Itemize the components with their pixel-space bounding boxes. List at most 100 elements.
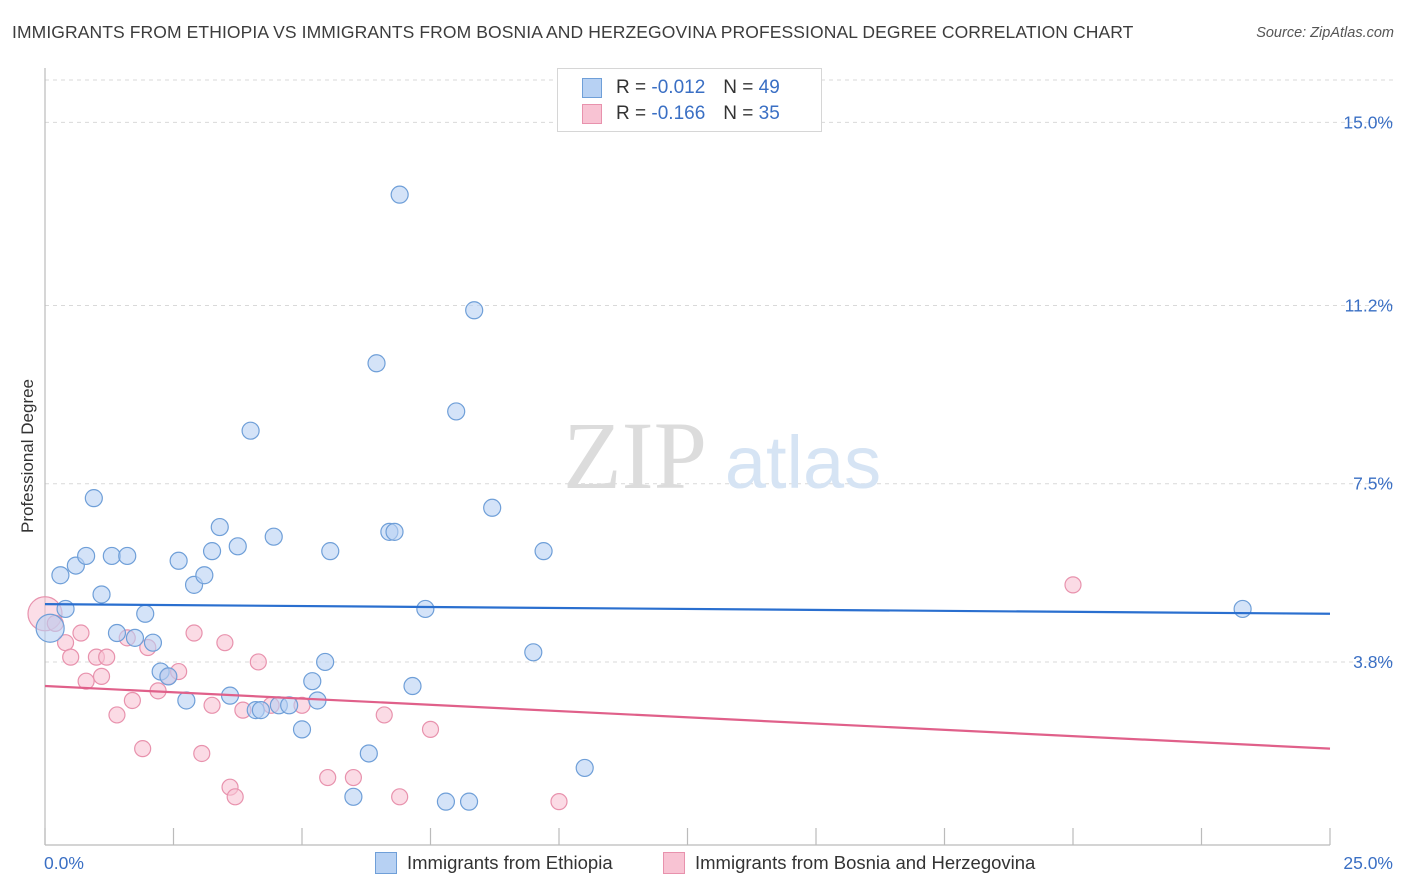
- grid-lines: [45, 79, 1395, 663]
- data-point-ethiopia: [56, 599, 75, 619]
- legend-n-label: N =: [723, 103, 754, 124]
- data-point-bosnia: [108, 706, 126, 724]
- data-point-bosnia: [319, 768, 337, 787]
- data-point-ethiopia: [35, 613, 65, 643]
- bottom-legend-swatch-bosnia: [663, 852, 685, 874]
- data-point-ethiopia: [575, 758, 594, 778]
- data-point-ethiopia: [177, 691, 196, 710]
- data-point-ethiopia: [102, 546, 121, 566]
- y-tick-label: 3.8%: [1353, 652, 1393, 672]
- watermark-zip: ZIP: [563, 402, 707, 509]
- data-point-ethiopia: [303, 672, 322, 691]
- data-point-ethiopia: [77, 546, 96, 566]
- data-point-bosnia: [77, 672, 95, 690]
- data-point-ethiopia: [210, 517, 229, 537]
- data-point-bosnia: [216, 634, 234, 652]
- x-tick-labels: 0.0% 25.0%: [44, 853, 1393, 873]
- data-point-ethiopia: [92, 585, 111, 604]
- data-point-ethiopia: [51, 566, 70, 585]
- data-point-bosnia: [123, 691, 141, 710]
- legend-r-label: R =: [616, 77, 647, 98]
- data-point-bosnia: [62, 648, 80, 666]
- bottom-legend-bosnia: Immigrants from Bosnia and Herzegovina: [663, 852, 1035, 874]
- source-label: Source: ZipAtlas.com: [1256, 25, 1394, 41]
- y-axis-label: Professional Degree: [18, 378, 37, 534]
- data-point-ethiopia: [84, 489, 103, 508]
- legend-row-bosnia: R = -0.166 N = 35: [582, 102, 780, 126]
- data-point-ethiopia: [251, 701, 270, 720]
- data-point-ethiopia: [385, 522, 404, 541]
- data-point-bosnia: [72, 624, 90, 642]
- legend-r-label: R =: [616, 103, 647, 124]
- data-point-ethiopia: [447, 402, 466, 421]
- bottom-legend-ethiopia: Immigrants from Ethiopia: [375, 852, 613, 874]
- axes: [44, 68, 1331, 846]
- data-point-ethiopia: [1233, 599, 1252, 619]
- data-point-ethiopia: [292, 720, 312, 739]
- data-point-ethiopia: [321, 542, 340, 561]
- data-point-ethiopia: [264, 527, 283, 546]
- chart-title: IMMIGRANTS FROM ETHIOPIA VS IMMIGRANTS F…: [12, 22, 1134, 42]
- data-point-ethiopia: [241, 421, 260, 440]
- correlation-legend: R = -0.012 N = 49 R = -0.166 N = 35: [557, 68, 822, 132]
- data-point-ethiopia: [143, 633, 163, 652]
- data-point-ethiopia: [483, 498, 502, 517]
- data-point-ethiopia: [228, 537, 247, 556]
- data-point-bosnia: [249, 653, 267, 671]
- legend-r-value-ethiopia: -0.012: [651, 77, 706, 98]
- watermark-atlas: atlas: [725, 421, 881, 504]
- legend-n-value-bosnia: 35: [758, 103, 780, 124]
- data-point-bosnia: [421, 720, 440, 738]
- legend-swatch-bosnia: [582, 104, 602, 124]
- y-tick-labels: 3.8% 7.5% 11.2% 15.0%: [1343, 112, 1393, 672]
- data-point-ethiopia: [390, 185, 409, 204]
- data-point-ethiopia: [465, 301, 484, 320]
- data-point-ethiopia: [403, 676, 422, 696]
- data-point-ethiopia: [359, 744, 378, 763]
- data-point-bosnia: [185, 624, 203, 642]
- bottom-legend-swatch-ethiopia: [375, 852, 397, 874]
- data-point-ethiopia: [524, 643, 543, 662]
- trendline-ethiopia: [44, 603, 1331, 615]
- y-tick-label: 15.0%: [1343, 112, 1393, 132]
- bottom-legend-label-ethiopia: Immigrants from Ethiopia: [407, 852, 613, 873]
- trendline-bosnia: [44, 684, 1331, 750]
- legend-n-label: N =: [723, 77, 754, 98]
- data-point-bosnia: [193, 744, 211, 763]
- bottom-legend-label-bosnia: Immigrants from Bosnia and Herzegovina: [695, 852, 1036, 873]
- data-point-ethiopia: [195, 566, 214, 585]
- data-point-bosnia: [98, 648, 116, 666]
- data-point-ethiopia: [125, 628, 145, 647]
- data-point-ethiopia: [534, 542, 553, 561]
- data-point-bosnia: [92, 667, 111, 685]
- trendlines: [44, 603, 1331, 750]
- legend-r-value-bosnia: -0.166: [651, 103, 706, 124]
- data-point-bosnia: [375, 706, 393, 724]
- data-point-ethiopia: [202, 542, 222, 561]
- data-point-ethiopia: [416, 599, 435, 619]
- legend-n-value-ethiopia: 49: [758, 77, 780, 98]
- data-point-bosnia: [226, 788, 244, 806]
- data-point-ethiopia: [436, 792, 456, 811]
- y-tick-label: 11.2%: [1345, 295, 1393, 315]
- data-point-bosnia: [203, 696, 221, 714]
- data-point-bosnia: [550, 793, 568, 811]
- data-point-ethiopia: [459, 792, 479, 811]
- data-point-ethiopia: [159, 667, 178, 686]
- series-ethiopia: [35, 185, 1252, 811]
- data-point-ethiopia: [136, 604, 155, 623]
- watermark: ZIP atlas: [563, 402, 881, 509]
- data-point-ethiopia: [169, 551, 188, 570]
- legend-row-ethiopia: R = -0.012 N = 49: [582, 76, 780, 100]
- legend-swatch-ethiopia: [582, 78, 602, 98]
- data-point-bosnia: [1064, 576, 1082, 594]
- data-point-ethiopia: [107, 623, 127, 643]
- x-tick-label: 25.0%: [1343, 853, 1393, 873]
- y-tick-label: 7.5%: [1353, 474, 1393, 494]
- data-point-ethiopia: [344, 787, 363, 806]
- data-point-ethiopia: [280, 696, 299, 715]
- x-tick-label: 0.0%: [44, 853, 84, 873]
- data-point-bosnia: [134, 740, 152, 758]
- data-point-ethiopia: [367, 354, 386, 373]
